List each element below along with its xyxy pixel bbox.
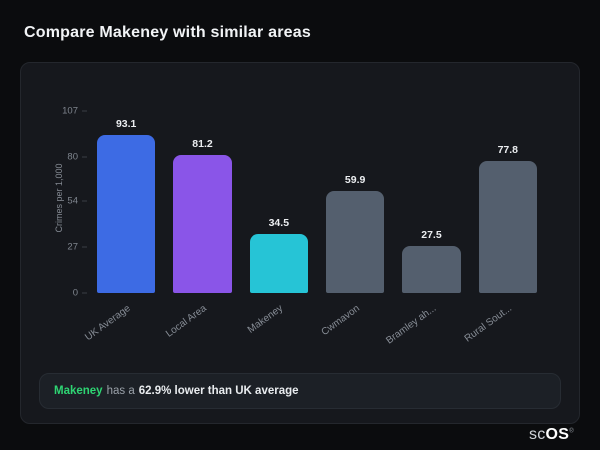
banner-stat-text: 62.9% lower than UK average [138, 385, 299, 397]
registered-trademark-icon: ® [569, 428, 574, 435]
bar-value-label: 77.8 [497, 143, 519, 156]
y-axis: 0 27 54 80 107 [47, 106, 87, 299]
bars-area: 93.1 UK Average 81.2 Local Area 34.5 Makeney 5… [83, 111, 543, 347]
bar-value-label: 34.5 [268, 217, 290, 230]
x-axis-label: Rural Sout... [462, 303, 515, 345]
comparison-banner: Makeney has a 62.9% lower than UK averag… [39, 373, 561, 409]
bar-cwmavon[interactable] [325, 191, 385, 293]
y-axis-tick: 0 [73, 288, 87, 299]
y-axis-tick: 27 [67, 242, 87, 253]
x-axis-label: UK Average [83, 303, 133, 344]
bar-column: 77.8 Rural Sout... [463, 111, 537, 345]
bar-column: 59.9 Cwmavon [319, 111, 385, 338]
chart-card: Crimes per 1,000 0 27 54 80 107 93.1 UK Avera… [20, 62, 580, 424]
bar-makeney[interactable] [249, 234, 308, 293]
bar-value-label: 27.5 [421, 229, 442, 242]
page-title: Compare Makeney with similar areas [24, 24, 311, 41]
bar-local-area[interactable] [173, 154, 232, 293]
x-axis-label: Local Area [164, 303, 209, 340]
logo-suffix: OS [545, 426, 570, 443]
banner-area-name: Makeney [54, 385, 103, 397]
bar-column: 81.2 Local Area [164, 111, 232, 340]
scos-logo: scOS® [529, 426, 574, 444]
logo-prefix: sc [528, 426, 546, 443]
y-axis-tick: 80 [67, 151, 87, 162]
x-axis-label: Bramley ah... [383, 303, 438, 347]
bar-value-label: 93.1 [115, 117, 137, 130]
bar-value-label: 81.2 [192, 137, 213, 150]
bar-bramley-ah[interactable] [402, 246, 461, 293]
bar-column: 34.5 Makeney [246, 111, 308, 336]
x-axis-label: Makeney [245, 303, 286, 336]
bar-chart: 0 27 54 80 107 93.1 UK Average 81.2 Local Area 3… [62, 106, 543, 347]
bar-column: 27.5 Bramley ah... [384, 111, 461, 347]
y-axis-tick: 107 [62, 106, 87, 117]
x-axis-label: Cwmavon [319, 303, 362, 339]
bar-value-label: 59.9 [344, 174, 366, 187]
bar-column: 93.1 UK Average [83, 111, 156, 343]
bar-uk-average[interactable] [97, 134, 156, 293]
bar-rural-sout[interactable] [478, 160, 537, 293]
y-axis-tick: 54 [67, 196, 87, 207]
banner-connector-text: has a [106, 385, 135, 397]
